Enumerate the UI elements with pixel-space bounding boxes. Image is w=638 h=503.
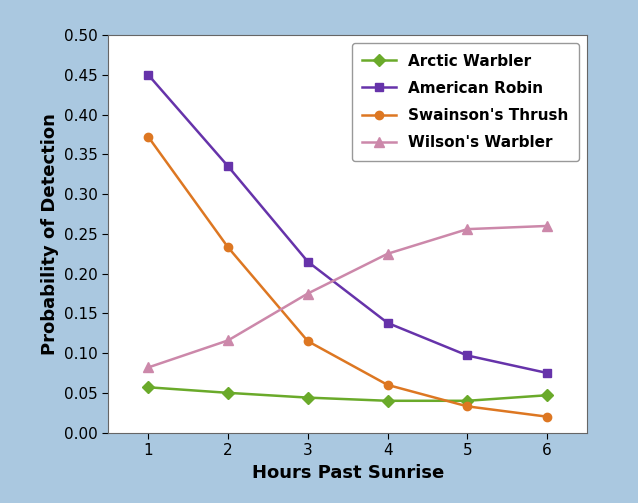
Arctic Warbler [384,398,392,404]
Wilson's Warbler [304,291,312,297]
Legend: Arctic Warbler, American Robin, Swainson's Thrush, Wilson's Warbler: Arctic Warbler, American Robin, Swainson… [352,43,579,161]
Arctic Warbler [304,394,312,400]
Wilson's Warbler [225,338,232,344]
Arctic Warbler [544,392,551,398]
Swainson's Thrush [384,382,392,388]
American Robin [463,353,471,359]
X-axis label: Hours Past Sunrise: Hours Past Sunrise [251,464,444,481]
Swainson's Thrush [304,338,312,344]
American Robin [544,370,551,376]
Wilson's Warbler [463,226,471,232]
Swainson's Thrush [544,413,551,420]
Swainson's Thrush [463,403,471,409]
Swainson's Thrush [144,134,152,140]
American Robin [304,259,312,265]
Wilson's Warbler [544,223,551,229]
Wilson's Warbler [384,251,392,257]
American Robin [144,72,152,78]
Y-axis label: Probability of Detection: Probability of Detection [41,113,59,355]
American Robin [225,163,232,170]
Swainson's Thrush [225,244,232,250]
Arctic Warbler [463,398,471,404]
Arctic Warbler [144,384,152,390]
American Robin [384,320,392,326]
Wilson's Warbler [144,364,152,370]
Line: Arctic Warbler: Arctic Warbler [144,383,551,405]
Line: Wilson's Warbler: Wilson's Warbler [144,221,552,372]
Line: Swainson's Thrush: Swainson's Thrush [144,133,551,421]
Arctic Warbler [225,390,232,396]
Line: American Robin: American Robin [144,71,551,377]
